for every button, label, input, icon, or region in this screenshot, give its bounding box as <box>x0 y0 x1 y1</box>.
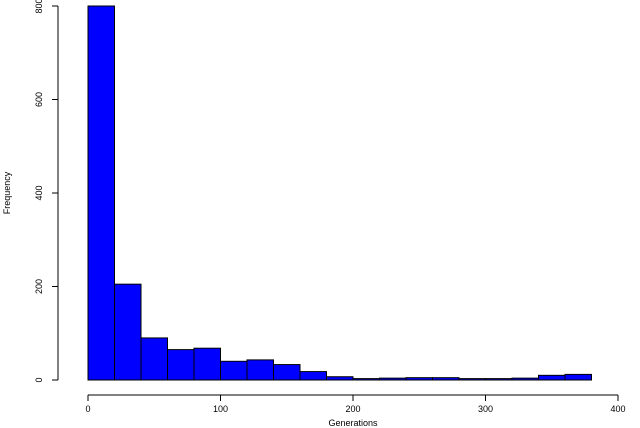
histogram-bar <box>564 373 592 381</box>
histogram-bar <box>246 359 274 381</box>
x-tick-label: 0 <box>85 404 90 414</box>
x-tick-label: 300 <box>478 404 493 414</box>
y-tick-label: 400 <box>34 185 44 200</box>
histogram-bar <box>352 378 380 381</box>
histogram-bar <box>167 349 195 381</box>
x-axis-ticks: 0 100 200 300 400 <box>85 395 626 414</box>
histogram-bar <box>220 360 248 381</box>
x-axis-title: Generations <box>328 418 378 428</box>
histogram-bar <box>140 337 168 381</box>
y-tick-label: 0 <box>34 377 44 382</box>
histogram-bar <box>273 364 301 381</box>
histogram-bar <box>299 371 327 381</box>
histogram-bar <box>511 377 539 381</box>
histogram-bar <box>538 374 566 381</box>
histogram-bar <box>432 377 460 381</box>
y-tick-label: 600 <box>34 92 44 107</box>
histogram-bar <box>87 5 115 381</box>
y-axis-title: Frequency <box>2 171 12 214</box>
x-tick-label: 400 <box>610 404 625 414</box>
y-tick-label: 800 <box>34 0 44 14</box>
histogram-bar <box>114 283 142 381</box>
histogram-bar <box>193 347 221 381</box>
histogram-bar <box>458 378 486 381</box>
histogram-bar <box>485 378 513 381</box>
histogram-bars <box>87 5 592 381</box>
y-axis-ticks: 0 200 400 600 800 <box>34 0 58 383</box>
x-tick-label: 100 <box>213 404 228 414</box>
x-tick-label: 200 <box>345 404 360 414</box>
histogram-bar <box>326 376 354 381</box>
histogram-bar <box>379 377 407 381</box>
y-tick-label: 200 <box>34 279 44 294</box>
histogram-bar <box>405 377 433 381</box>
